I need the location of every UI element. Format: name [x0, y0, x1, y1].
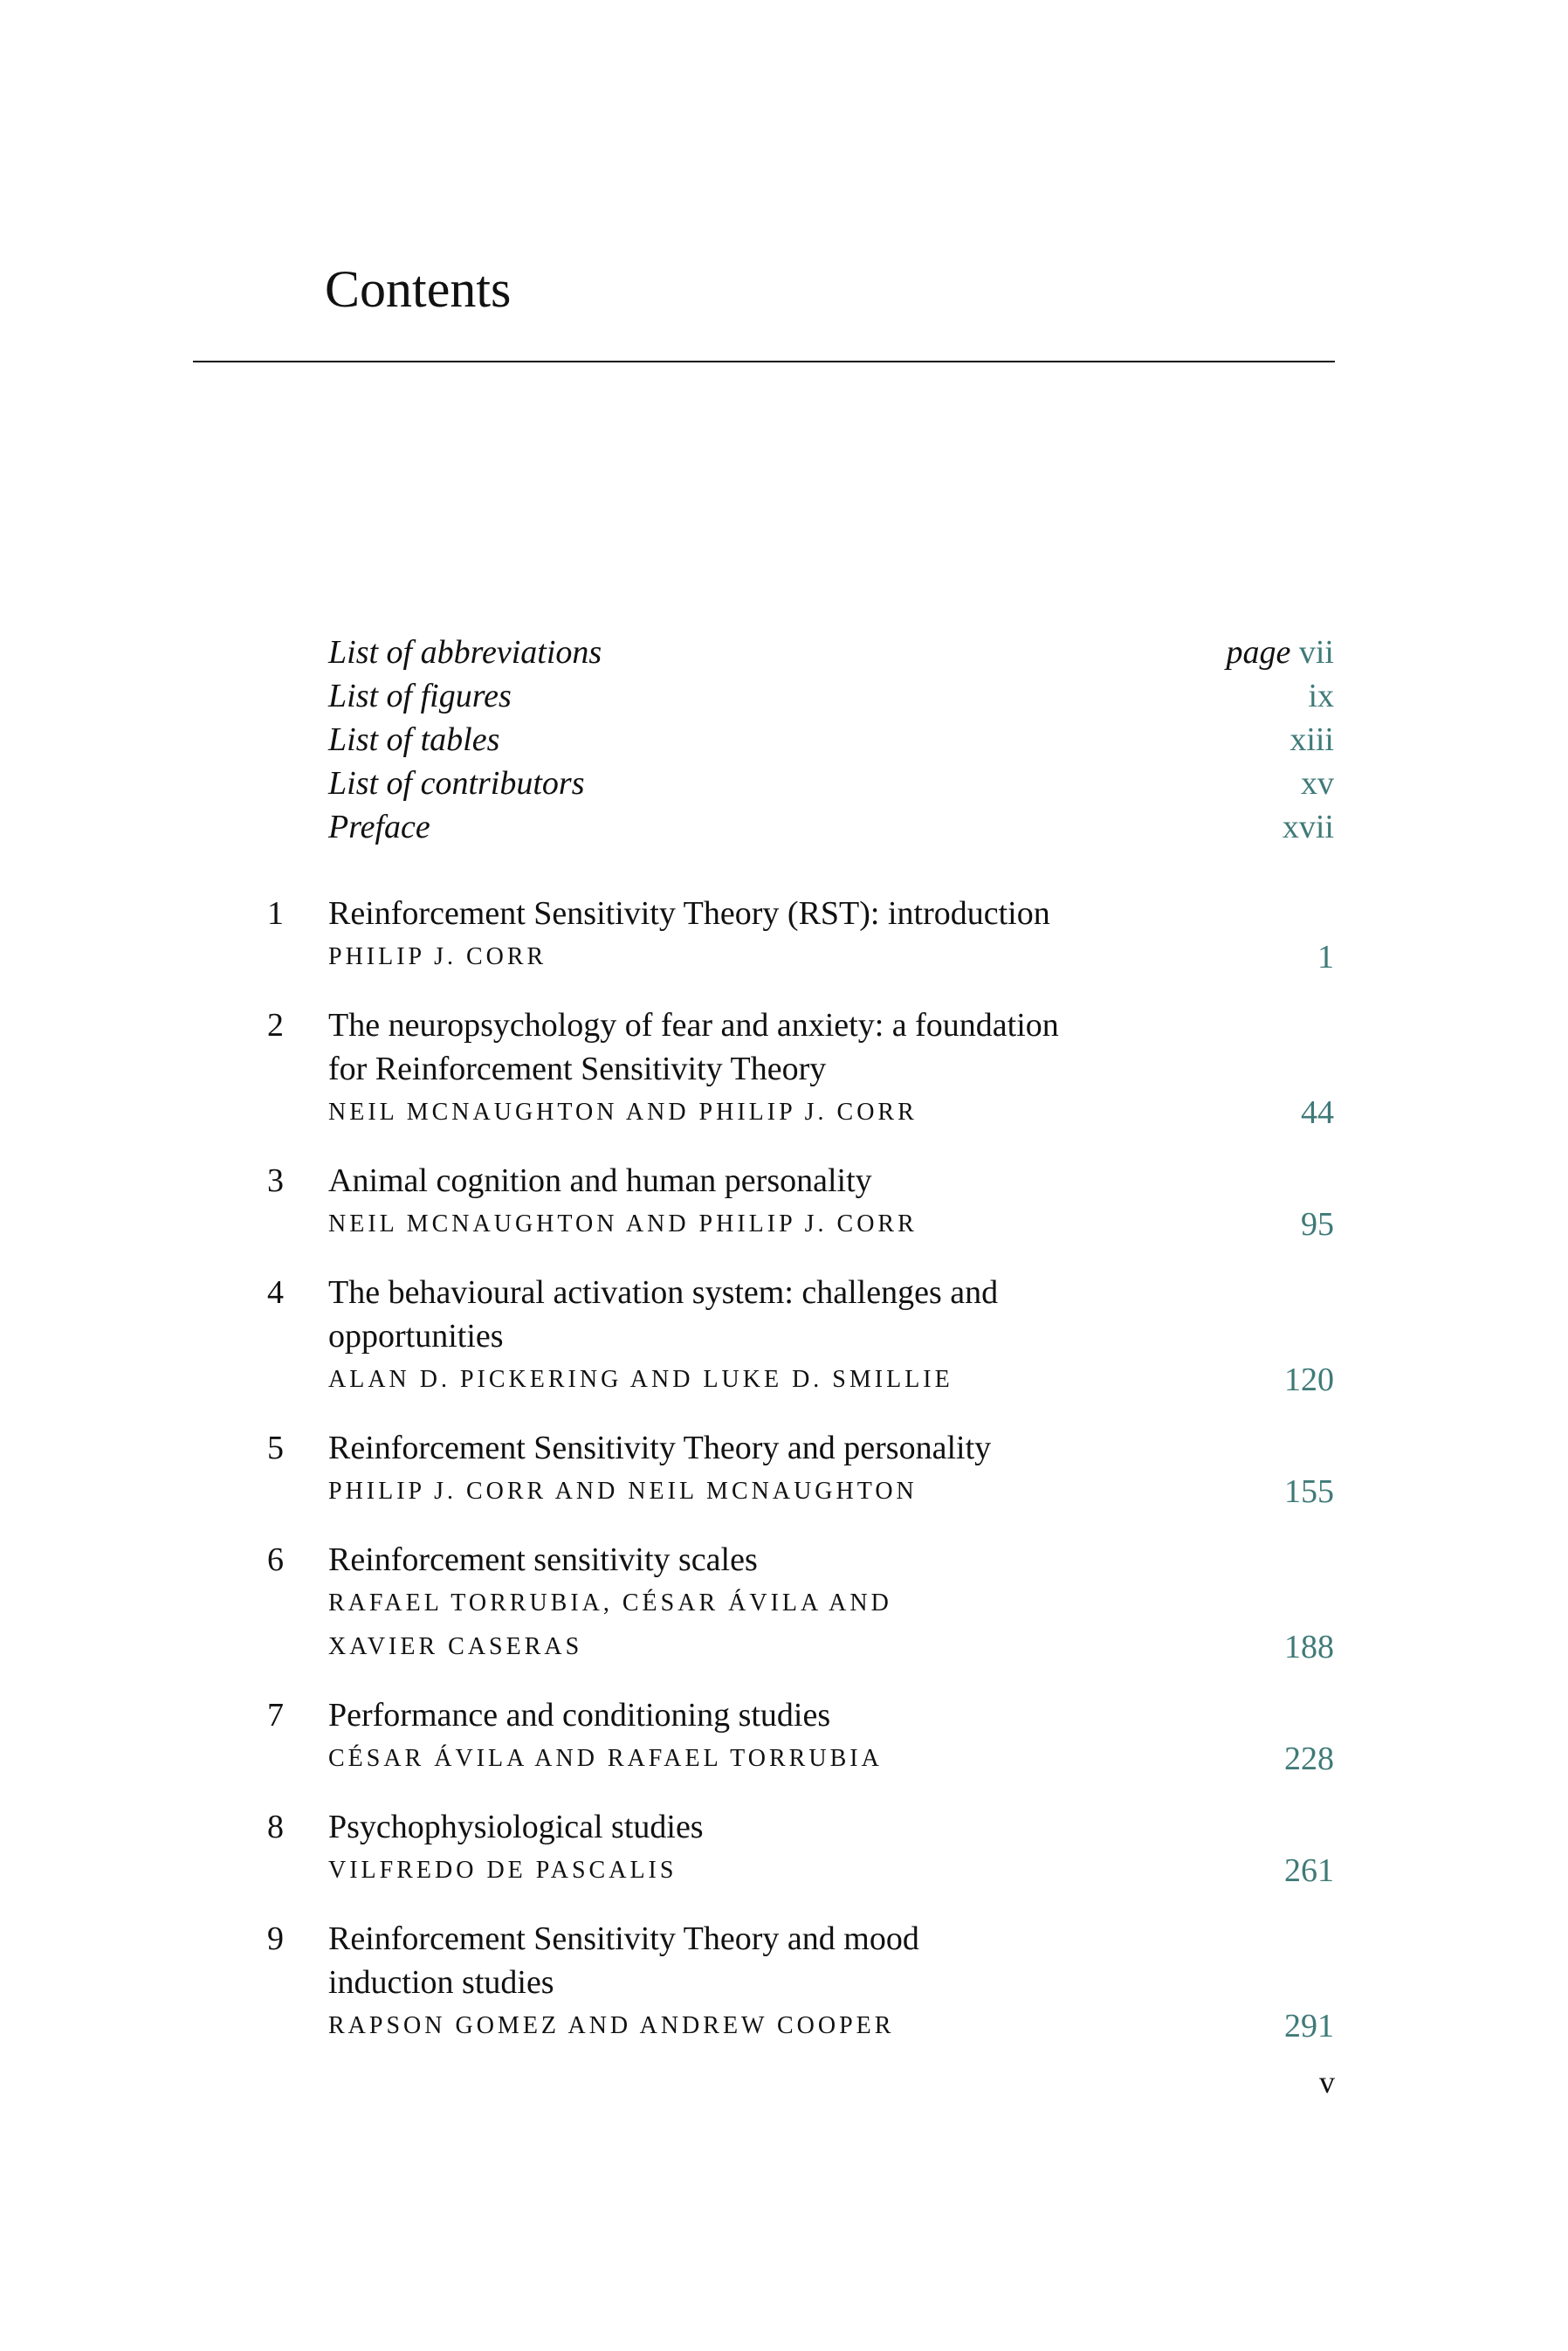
chapter-title: induction studies [328, 1964, 554, 2001]
chapter-entry[interactable]: 8 Psychophysiological studies Vilfredo De … [262, 1805, 1334, 1893]
chapter-entry[interactable]: 3 Animal cognition and human personality N… [262, 1159, 1334, 1246]
front-matter-label: List of tables [328, 721, 500, 758]
chapter-page: 188 [1284, 1629, 1334, 1665]
page-value: xiii [1289, 721, 1334, 758]
chapter-entry[interactable]: 9 Reinforcement Sensitivity Theory and mo… [262, 1917, 1334, 2048]
front-matter-item[interactable]: Preface xvii [262, 805, 1334, 849]
chapter-number: 5 [267, 1430, 284, 1466]
chapter-page: 120 [1284, 1362, 1334, 1398]
chapter-authors: Philip J. Corr and Neil McNaughton [328, 1478, 918, 1505]
chapter-authors: Xavier Caseras [328, 1633, 583, 1660]
chapter-title: Reinforcement Sensitivity Theory (RST): … [328, 895, 1050, 932]
front-matter-label: List of contributors [328, 765, 585, 802]
chapter-page: 228 [1284, 1741, 1334, 1777]
chapter-number: 6 [267, 1541, 284, 1578]
chapter-page: 95 [1301, 1206, 1334, 1243]
page-title: Contents [325, 260, 512, 318]
chapter-entry[interactable]: 6 Reinforcement sensitivity scales Rafael … [262, 1538, 1334, 1669]
chapter-number: 3 [267, 1162, 284, 1199]
title-rule [193, 361, 1335, 362]
front-matter-item[interactable]: List of figures ix [262, 674, 1334, 718]
chapter-page: 155 [1284, 1473, 1334, 1510]
front-matter-page: xv [1301, 762, 1334, 805]
chapter-authors: Vilfredo De Pascalis [328, 1857, 677, 1884]
chapter-authors: Philip J. Corr [328, 943, 547, 970]
chapter-entry[interactable]: 2 The neuropsychology of fear and anxiety… [262, 1003, 1334, 1134]
chapter-number: 8 [267, 1809, 284, 1845]
chapter-title: Animal cognition and human personality [328, 1162, 872, 1199]
chapter-authors: César Ávila and Rafael Torrubia [328, 1745, 883, 1772]
chapter-authors: Neil McNaughton and Philip J. Corr [328, 1099, 918, 1126]
chapter-number: 9 [267, 1920, 284, 1957]
chapter-number: 4 [267, 1274, 284, 1311]
chapter-entry[interactable]: 4 The behavioural activation system: chal… [262, 1271, 1334, 1402]
page-prefix: page [1226, 634, 1291, 671]
chapter-page: 1 [1317, 939, 1334, 976]
chapter-title: Performance and conditioning studies [328, 1697, 831, 1734]
chapter-entry[interactable]: 5 Reinforcement Sensitivity Theory and pe… [262, 1426, 1334, 1513]
page-value: xv [1301, 765, 1334, 802]
chapter-title: opportunities [328, 1318, 504, 1355]
chapter-number: 2 [267, 1007, 284, 1044]
chapter-number: 1 [267, 895, 284, 932]
chapter-page: 261 [1284, 1852, 1334, 1889]
front-matter-page: xiii [1289, 718, 1334, 762]
front-matter-item[interactable]: List of tables xiii [262, 718, 1334, 762]
front-matter-item[interactable]: List of contributors xv [262, 762, 1334, 805]
chapter-title: Reinforcement Sensitivity Theory and moo… [328, 1920, 919, 1957]
chapter-entry[interactable]: 7 Performance and conditioning studies Cés… [262, 1693, 1334, 1781]
chapter-title: Reinforcement sensitivity scales [328, 1541, 758, 1578]
front-matter-page: ix [1308, 674, 1334, 718]
chapter-title: Psychophysiological studies [328, 1809, 704, 1845]
chapter-title: Reinforcement Sensitivity Theory and per… [328, 1430, 992, 1466]
chapter-authors: Rapson Gomez and Andrew Cooper [328, 2012, 895, 2039]
folio-page-number: v [1319, 2065, 1335, 2099]
chapter-authors: Alan D. Pickering and Luke D. Smillie [328, 1366, 953, 1393]
front-matter-page: page vii [1227, 631, 1335, 674]
front-matter-page: xvii [1283, 805, 1334, 849]
chapter-page: 44 [1301, 1094, 1334, 1131]
table-of-contents: List of abbreviations page vii List of fig… [262, 631, 1334, 2048]
chapter-title: for Reinforcement Sensitivity Theory [328, 1051, 827, 1087]
page-value: xvii [1282, 809, 1334, 845]
chapter-authors: Rafael Torrubia, César Ávila and [328, 1589, 892, 1617]
chapter-page: 291 [1284, 2008, 1334, 2044]
front-matter-label: List of figures [328, 678, 512, 714]
chapter-title: The neuropsychology of fear and anxiety:… [328, 1007, 1059, 1044]
page-value: ix [1308, 678, 1334, 714]
front-matter-label: Preface [328, 809, 430, 845]
chapter-authors: Neil McNaughton and Philip J. Corr [328, 1210, 918, 1238]
front-matter-label: List of abbreviations [328, 634, 602, 671]
chapter-number: 7 [267, 1697, 284, 1734]
page-value: vii [1298, 634, 1334, 671]
chapter-title: The behavioural activation system: chall… [328, 1274, 999, 1311]
chapter-entry[interactable]: 1 Reinforcement Sensitivity Theory (RST):… [262, 892, 1334, 979]
front-matter-item[interactable]: List of abbreviations page vii [262, 631, 1334, 674]
